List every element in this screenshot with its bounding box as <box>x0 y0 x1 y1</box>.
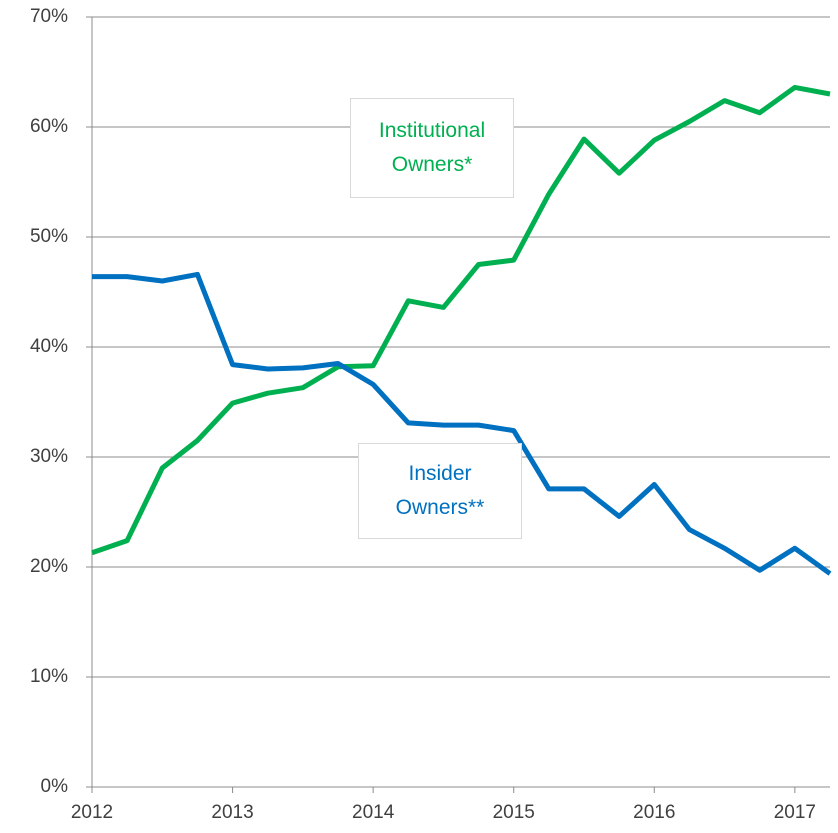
series-line <box>92 271 832 576</box>
x-tick-label: 2017 <box>774 802 816 823</box>
y-tick-label: 50% <box>30 226 68 247</box>
y-tick-label: 60% <box>30 116 68 137</box>
x-tick-label: 2016 <box>633 802 675 823</box>
y-tick-label: 10% <box>30 666 68 687</box>
series-label: Insider Owners** <box>358 443 522 539</box>
x-tick-label: 2012 <box>71 802 113 823</box>
y-tick-label: 40% <box>30 336 68 357</box>
x-tick-label: 2013 <box>211 802 253 823</box>
x-tick-label: 2015 <box>493 802 535 823</box>
y-tick-label: 20% <box>30 556 68 577</box>
y-tick-label: 30% <box>30 446 68 467</box>
y-tick-label: 70% <box>30 6 68 27</box>
x-tick-label: 2014 <box>352 802 395 823</box>
series-label: Institutional Owners* <box>350 98 514 198</box>
series-line <box>91 84 831 556</box>
y-tick-label: 0% <box>41 776 69 797</box>
